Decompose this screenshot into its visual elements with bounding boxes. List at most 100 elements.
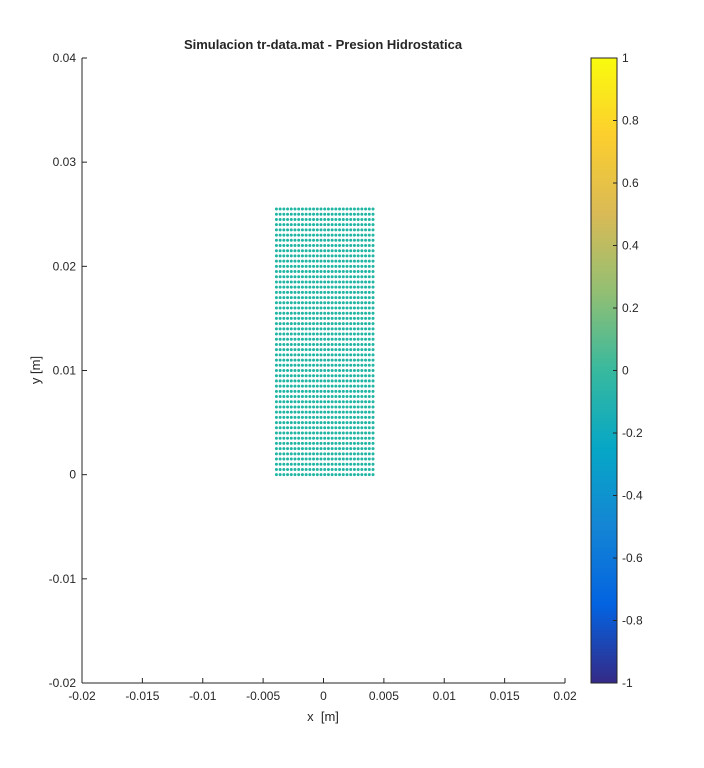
particle-point: [367, 301, 371, 305]
particle-point: [282, 270, 286, 274]
particle-point: [300, 447, 304, 451]
particle-point: [367, 467, 371, 471]
particle-point: [323, 264, 327, 268]
particle-point: [315, 462, 319, 466]
particle-point: [304, 217, 308, 221]
particle-point: [334, 264, 338, 268]
particle-point: [286, 316, 290, 320]
particle-point: [282, 228, 286, 232]
particle-point: [312, 223, 316, 227]
particle-point: [297, 332, 301, 336]
particle-point: [360, 254, 364, 258]
particle-point: [278, 462, 282, 466]
particle-point: [334, 410, 338, 414]
particle-point: [289, 332, 293, 336]
particle-point: [282, 249, 286, 253]
particle-point: [330, 342, 334, 346]
particle-point: [282, 363, 286, 367]
particle-point: [286, 379, 290, 383]
particle-point: [330, 322, 334, 326]
particle-point: [345, 207, 349, 211]
particle-point: [367, 337, 371, 341]
particle-point: [323, 436, 327, 440]
particle-point: [364, 342, 368, 346]
particle-point: [367, 400, 371, 404]
particle-point: [364, 389, 368, 393]
particle-point: [300, 342, 304, 346]
particle-point: [334, 452, 338, 456]
particle-point: [338, 452, 342, 456]
particle-point: [356, 275, 360, 279]
particle-point: [289, 296, 293, 300]
particle-point: [300, 467, 304, 471]
particle-point: [315, 353, 319, 357]
particle-point: [293, 217, 297, 221]
particle-point: [352, 415, 356, 419]
particle-point: [326, 228, 330, 232]
particle-point: [334, 337, 338, 341]
particle-point: [338, 337, 342, 341]
particle-point: [274, 405, 278, 409]
particle-point: [341, 441, 345, 445]
particle-point: [349, 473, 353, 477]
particle-point: [341, 316, 345, 320]
particle-point: [312, 431, 316, 435]
particle-point: [364, 311, 368, 315]
particle-point: [349, 452, 353, 456]
particle-point: [352, 207, 356, 211]
particle-point: [297, 447, 301, 451]
particle-point: [274, 280, 278, 284]
particle-point: [338, 301, 342, 305]
particle-point: [338, 254, 342, 258]
y-tick-label: 0.02: [53, 259, 77, 273]
particle-point: [308, 296, 312, 300]
particle-point: [319, 400, 323, 404]
particle-point: [304, 431, 308, 435]
particle-point: [308, 207, 312, 211]
particle-point: [297, 421, 301, 425]
particle-point: [349, 421, 353, 425]
particle-point: [315, 244, 319, 247]
particle-point: [338, 238, 342, 242]
x-tick-label: 0: [320, 689, 327, 703]
particle-point: [286, 467, 290, 471]
particle-point: [326, 296, 330, 300]
particle-point: [356, 436, 360, 440]
particle-point: [300, 462, 304, 466]
particle-point: [364, 259, 368, 263]
particle-point: [319, 327, 323, 331]
particle-point: [349, 264, 353, 268]
particle-point: [367, 415, 371, 419]
colorbar-gradient: [590, 57, 618, 684]
particle-point: [360, 374, 364, 378]
particle-point: [341, 379, 345, 383]
particle-point: [323, 332, 327, 336]
particle-point: [326, 280, 330, 284]
particle-point: [300, 259, 304, 263]
particle-point: [293, 207, 297, 211]
particle-point: [323, 327, 327, 331]
particle-point: [297, 473, 301, 477]
particle-point: [334, 223, 338, 227]
particle-point: [330, 348, 334, 352]
particle-point: [360, 426, 364, 430]
particle-point: [345, 384, 349, 388]
particle-point: [274, 275, 278, 279]
particle-point: [297, 410, 301, 414]
particle-point: [345, 421, 349, 425]
particle-point: [323, 290, 327, 294]
particle-point: [323, 244, 327, 247]
particle-point: [297, 358, 301, 362]
particle-point: [352, 400, 356, 404]
particle-point: [319, 379, 323, 383]
particle-point: [300, 353, 304, 357]
particle-point: [286, 228, 290, 232]
particle-point: [289, 452, 293, 456]
particle-point: [278, 421, 282, 425]
particle-point: [352, 426, 356, 430]
particle-point: [304, 311, 308, 315]
particle-point: [274, 348, 278, 352]
particle-point: [367, 285, 371, 289]
particle-point: [330, 447, 334, 451]
particle-point: [304, 389, 308, 393]
